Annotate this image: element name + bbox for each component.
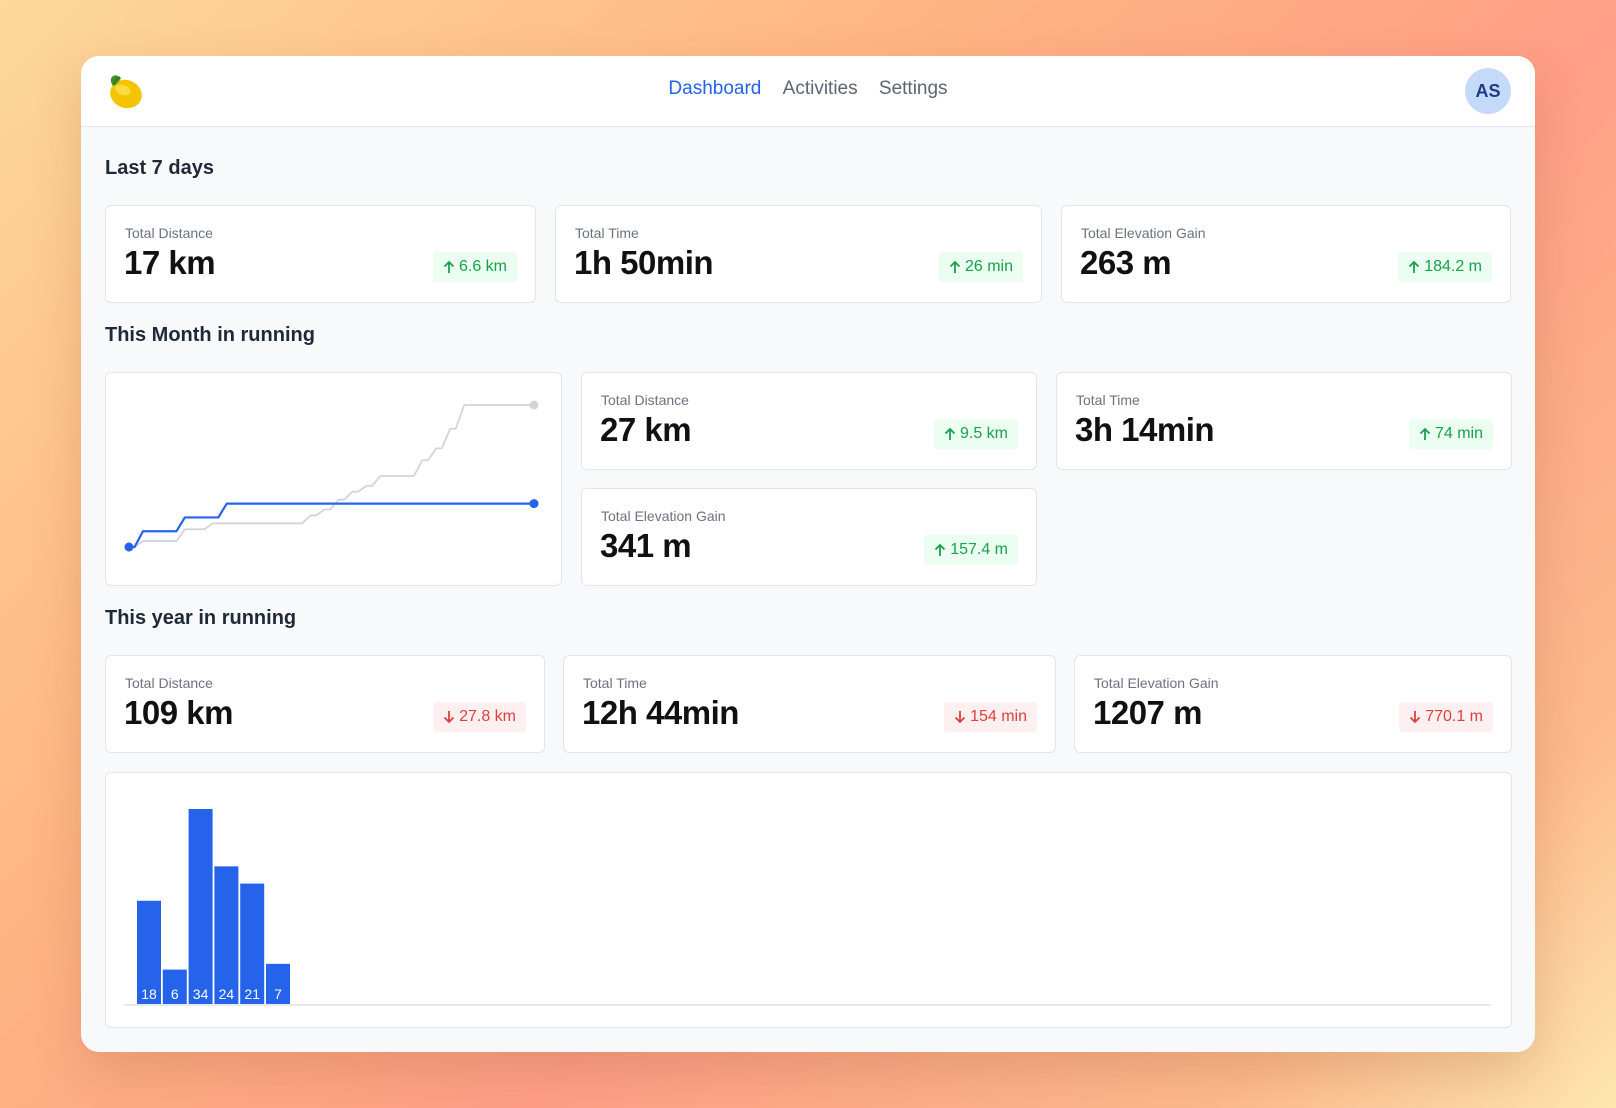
stat-value: 341 m bbox=[600, 527, 692, 564]
bar bbox=[266, 963, 290, 1004]
nav-settings[interactable]: Settings bbox=[878, 78, 948, 99]
trend-badge: 6.6 km bbox=[432, 252, 517, 282]
arrow-down-icon bbox=[443, 711, 455, 724]
week-distance-card: Total Distance 17 km 6.6 km bbox=[105, 205, 536, 303]
bar-value-label: 21 bbox=[244, 986, 260, 1002]
delta-value: 74 min bbox=[1434, 425, 1483, 442]
app-window: Dashboard Activities Settings AS Last 7 … bbox=[81, 56, 1535, 1052]
month-distance-chart-card bbox=[105, 372, 562, 586]
trend-badge: 157.4 m bbox=[924, 535, 1018, 565]
lemon-icon[interactable] bbox=[103, 69, 147, 113]
arrow-down-icon bbox=[954, 711, 966, 724]
stat-value: 1h 50min bbox=[574, 244, 714, 281]
series-start-point bbox=[124, 542, 134, 552]
series-line-0 bbox=[129, 502, 534, 549]
bar bbox=[162, 969, 187, 1004]
delta-value: 9.5 km bbox=[959, 425, 1008, 442]
bar bbox=[240, 883, 265, 1004]
bar bbox=[137, 900, 161, 1004]
delta-value: 6.6 km bbox=[458, 258, 507, 275]
nav-activities[interactable]: Activities bbox=[782, 78, 858, 99]
month-elevation-card: Total Elevation Gain 341 m 157.4 m bbox=[581, 488, 1037, 586]
bar-value-label: 34 bbox=[193, 986, 209, 1002]
stat-label: Total Elevation Gain bbox=[601, 508, 726, 524]
stat-label: Total Distance bbox=[125, 675, 213, 691]
series-end-point-1 bbox=[529, 400, 539, 410]
nav-dashboard[interactable]: Dashboard bbox=[668, 78, 762, 99]
delta-value: 157.4 m bbox=[950, 541, 1008, 558]
stat-value: 3h 14min bbox=[1075, 411, 1215, 448]
arrow-up-icon bbox=[935, 543, 946, 556]
series-line-1 bbox=[129, 404, 534, 548]
bar-value-label: 24 bbox=[219, 986, 235, 1002]
bar bbox=[188, 809, 213, 1004]
arrow-down-icon bbox=[1410, 711, 1421, 724]
delta-value: 26 min bbox=[964, 258, 1013, 275]
trend-badge: 154 min bbox=[944, 702, 1037, 732]
main-nav: Dashboard Activities Settings bbox=[81, 78, 1535, 100]
delta-value: 770.1 m bbox=[1425, 708, 1483, 725]
stat-label: Total Time bbox=[583, 675, 647, 691]
year-bar-chart-card: 18 6 34 24 21 7 bbox=[105, 772, 1512, 1028]
stat-label: Total Time bbox=[575, 225, 639, 241]
stat-label: Total Time bbox=[1076, 392, 1140, 408]
distance-bar-chart: 18 6 34 24 21 7 bbox=[124, 809, 1491, 1006]
section-title-year: This year in running bbox=[105, 607, 297, 629]
stat-value: 12h 44min bbox=[582, 694, 739, 731]
delta-value: 184.2 m bbox=[1424, 258, 1482, 275]
series-end-point-0 bbox=[529, 499, 539, 509]
stat-label: Total Distance bbox=[125, 225, 213, 241]
trend-badge: 27.8 km bbox=[433, 702, 526, 732]
trend-badge: 770.1 m bbox=[1399, 702, 1493, 732]
month-time-card: Total Time 3h 14min 74 min bbox=[1056, 372, 1512, 470]
year-distance-card: Total Distance 109 km 27.8 km bbox=[105, 655, 545, 753]
section-title-week: Last 7 days bbox=[105, 157, 214, 179]
bar-value-label: 18 bbox=[141, 986, 157, 1002]
week-elevation-card: Total Elevation Gain 263 m 184.2 m bbox=[1061, 205, 1511, 303]
stat-value: 1207 m bbox=[1093, 694, 1202, 731]
year-elevation-card: Total Elevation Gain 1207 m 770.1 m bbox=[1074, 655, 1512, 753]
stat-label: Total Elevation Gain bbox=[1094, 675, 1219, 691]
trend-badge: 9.5 km bbox=[933, 419, 1018, 449]
arrow-up-icon bbox=[1419, 427, 1431, 440]
arrow-up-icon bbox=[443, 260, 455, 273]
month-distance-card: Total Distance 27 km 9.5 km bbox=[581, 372, 1037, 470]
stat-value: 109 km bbox=[124, 694, 233, 731]
cumulative-distance-chart bbox=[124, 400, 539, 552]
trend-badge: 184.2 m bbox=[1398, 252, 1492, 282]
arrow-up-icon bbox=[1409, 260, 1420, 273]
top-nav-bar: Dashboard Activities Settings AS bbox=[81, 56, 1535, 127]
stat-label: Total Distance bbox=[601, 392, 689, 408]
trend-badge: 26 min bbox=[938, 252, 1023, 282]
trend-badge: 74 min bbox=[1408, 419, 1493, 449]
bar-value-label: 7 bbox=[274, 986, 282, 1002]
arrow-up-icon bbox=[944, 427, 956, 440]
stat-value: 27 km bbox=[600, 411, 692, 448]
section-title-month: This Month in running bbox=[105, 324, 315, 346]
bar-value-label: 6 bbox=[171, 986, 179, 1002]
week-time-card: Total Time 1h 50min 26 min bbox=[555, 205, 1042, 303]
avatar[interactable]: AS bbox=[1465, 68, 1511, 114]
bar bbox=[214, 866, 239, 1004]
delta-value: 154 min bbox=[970, 708, 1027, 725]
stat-value: 17 km bbox=[124, 244, 216, 281]
stat-value: 263 m bbox=[1080, 244, 1172, 281]
year-time-card: Total Time 12h 44min 154 min bbox=[563, 655, 1056, 753]
stat-label: Total Elevation Gain bbox=[1081, 225, 1206, 241]
delta-value: 27.8 km bbox=[459, 708, 516, 725]
arrow-up-icon bbox=[949, 260, 961, 273]
